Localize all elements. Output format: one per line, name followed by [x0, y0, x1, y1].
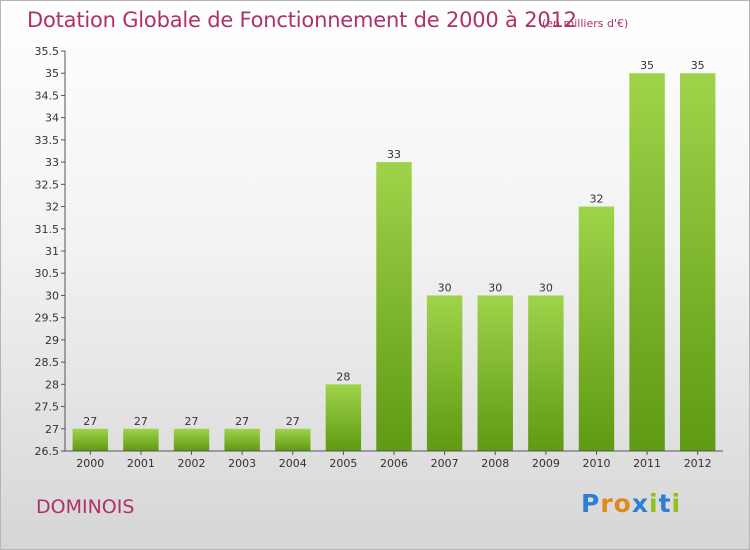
x-tick-label: 2003 — [228, 457, 256, 470]
proxiti-logo: Proxiti — [581, 489, 681, 518]
bar-value-label: 32 — [589, 193, 603, 206]
y-tick-label: 27.5 — [35, 401, 60, 414]
y-tick-label: 34.5 — [35, 89, 60, 102]
bar-value-label: 27 — [134, 415, 148, 428]
logo-letter: t — [658, 489, 672, 518]
bar-2003 — [224, 428, 260, 451]
y-tick-label: 35.5 — [35, 45, 60, 58]
bar-2007 — [426, 295, 463, 451]
bar-2010 — [578, 206, 615, 451]
logo-letter: o — [613, 489, 632, 518]
chart-unit: (en milliers d'€) — [542, 17, 629, 30]
bar-value-label: 28 — [336, 370, 350, 383]
x-tick-label: 2002 — [178, 457, 206, 470]
bar-2001 — [123, 428, 159, 451]
x-tick-label: 2011 — [633, 457, 661, 470]
logo-letter: x — [631, 489, 649, 518]
bar-value-label: 33 — [387, 148, 401, 161]
y-tick-label: 31.5 — [35, 223, 60, 236]
bar-2005 — [325, 384, 362, 451]
logo-letter: P — [581, 489, 601, 518]
x-tick-label: 2008 — [481, 457, 509, 470]
bar-value-label: 27 — [185, 415, 199, 428]
x-tick-label: 2001 — [127, 457, 155, 470]
bar-2008 — [477, 295, 513, 451]
bar-value-label: 35 — [691, 59, 705, 72]
bar-value-label: 27 — [286, 415, 300, 428]
y-tick-label: 31 — [45, 245, 59, 258]
y-tick-label: 33.5 — [35, 134, 60, 147]
bar-value-label: 35 — [640, 59, 654, 72]
bar-2009 — [528, 295, 564, 451]
y-tick-label: 35 — [45, 67, 59, 80]
logo-letter: r — [600, 489, 614, 518]
x-tick-label: 2012 — [684, 457, 712, 470]
x-tick-label: 2005 — [329, 457, 357, 470]
bar-2006 — [376, 162, 412, 451]
y-tick-label: 30 — [45, 289, 59, 302]
bar-2004 — [275, 428, 311, 451]
y-tick-label: 27 — [45, 423, 59, 436]
bar-2002 — [173, 428, 210, 451]
y-tick-label: 28.5 — [35, 356, 60, 369]
x-tick-label: 2004 — [279, 457, 307, 470]
y-tick-label: 32.5 — [35, 178, 60, 191]
logo-letter: i — [649, 489, 659, 518]
x-tick-label: 2000 — [76, 457, 104, 470]
logo-letter: i — [671, 489, 682, 518]
y-tick-label: 34 — [45, 112, 59, 125]
bar-2012 — [679, 73, 716, 451]
y-tick-label: 29 — [45, 334, 59, 347]
y-tick-label: 26.5 — [35, 445, 60, 458]
x-tick-label: 2007 — [431, 457, 459, 470]
bar-value-label: 30 — [539, 281, 553, 294]
y-tick-label: 33 — [45, 156, 59, 169]
y-tick-label: 30.5 — [35, 267, 60, 280]
bar-value-label: 30 — [488, 281, 502, 294]
y-tick-label: 28 — [45, 378, 59, 391]
bar-value-label: 30 — [438, 281, 452, 294]
commune-name: DOMINOIS — [36, 496, 135, 518]
bar-2000 — [72, 428, 109, 451]
bar-value-label: 27 — [235, 415, 249, 428]
x-tick-label: 2006 — [380, 457, 408, 470]
x-tick-label: 2009 — [532, 457, 560, 470]
y-tick-label: 29.5 — [35, 312, 60, 325]
x-tick-label: 2010 — [582, 457, 610, 470]
bar-2011 — [629, 73, 665, 451]
bar-value-label: 27 — [83, 415, 97, 428]
chart-title: Dotation Globale de Fonctionnement de 20… — [27, 8, 577, 32]
y-tick-label: 32 — [45, 201, 59, 214]
